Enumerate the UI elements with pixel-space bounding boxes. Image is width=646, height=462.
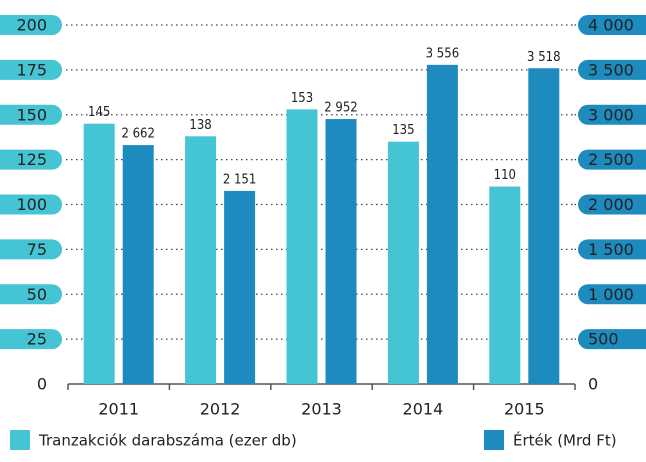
legend-swatch bbox=[10, 430, 30, 450]
y2-tick-pill bbox=[578, 239, 646, 260]
x-tick-label: 2014 bbox=[403, 400, 444, 419]
y-tick-pill bbox=[0, 59, 62, 80]
legend-swatch bbox=[484, 430, 504, 450]
value-label: 2 662 bbox=[121, 127, 154, 142]
y-tick-pill bbox=[0, 239, 62, 260]
legend-label: Érték (Mrd Ft) bbox=[513, 431, 617, 450]
y-tick-pill bbox=[0, 104, 62, 125]
value-label: 153 bbox=[291, 91, 313, 106]
value-label: 2 151 bbox=[223, 172, 256, 187]
value-label: 3 518 bbox=[527, 50, 560, 65]
y2-tick-pill bbox=[578, 329, 646, 350]
y-tick-label: 100 bbox=[16, 195, 47, 214]
y-tick-pill bbox=[0, 329, 62, 350]
y-tick-pill bbox=[0, 194, 62, 215]
value-label: 110 bbox=[494, 168, 516, 183]
y-tick-label: 150 bbox=[16, 105, 47, 124]
y-tick-label: 0 bbox=[37, 375, 47, 394]
y2-tick-label: 3 000 bbox=[588, 105, 634, 124]
bar bbox=[185, 136, 217, 384]
y2-tick-label: 1 500 bbox=[588, 240, 634, 259]
x-tick-label: 2013 bbox=[301, 400, 342, 419]
legend-label: Tranzakciók darabszáma (ezer db) bbox=[38, 432, 297, 450]
value-label: 2 952 bbox=[324, 101, 357, 116]
y2-tick-label: 4 000 bbox=[588, 16, 634, 35]
y2-tick-pill bbox=[578, 284, 646, 305]
y2-tick-label: 0 bbox=[588, 375, 598, 394]
bar bbox=[286, 109, 318, 385]
y2-tick-pill bbox=[578, 15, 646, 35]
x-tick-label: 2011 bbox=[98, 400, 139, 419]
y-tick-label: 75 bbox=[27, 240, 47, 259]
y2-tick-pill bbox=[578, 149, 646, 170]
y2-tick-pill bbox=[578, 194, 646, 215]
bar bbox=[122, 145, 154, 384]
value-label: 135 bbox=[392, 123, 414, 138]
bar bbox=[83, 123, 115, 384]
y2-tick-pill bbox=[578, 59, 646, 80]
bar bbox=[489, 186, 521, 384]
value-label: 145 bbox=[88, 105, 110, 120]
y-tick-pill bbox=[0, 284, 62, 305]
y-tick-pill bbox=[0, 149, 62, 170]
y2-tick-label: 3 500 bbox=[588, 60, 634, 79]
x-tick-label: 2015 bbox=[504, 400, 545, 419]
bar bbox=[387, 141, 419, 384]
value-label: 3 556 bbox=[426, 46, 459, 61]
y-tick-label: 200 bbox=[16, 16, 47, 35]
x-tick-label: 2012 bbox=[200, 400, 241, 419]
y2-tick-label: 2 000 bbox=[588, 195, 634, 214]
bar bbox=[426, 64, 458, 384]
y2-tick-label: 1 000 bbox=[588, 285, 634, 304]
y-tick-label: 25 bbox=[27, 330, 47, 349]
y-tick-label: 125 bbox=[16, 150, 47, 169]
y2-tick-label: 2 500 bbox=[588, 150, 634, 169]
value-label: 138 bbox=[189, 118, 211, 133]
y2-tick-label: 500 bbox=[588, 330, 619, 349]
y-tick-label: 175 bbox=[16, 60, 47, 79]
y-tick-label: 50 bbox=[27, 285, 47, 304]
y-tick-pill bbox=[0, 15, 62, 35]
bar bbox=[528, 68, 560, 385]
bar bbox=[224, 190, 256, 384]
y2-tick-pill bbox=[578, 104, 646, 125]
bar bbox=[325, 119, 357, 385]
